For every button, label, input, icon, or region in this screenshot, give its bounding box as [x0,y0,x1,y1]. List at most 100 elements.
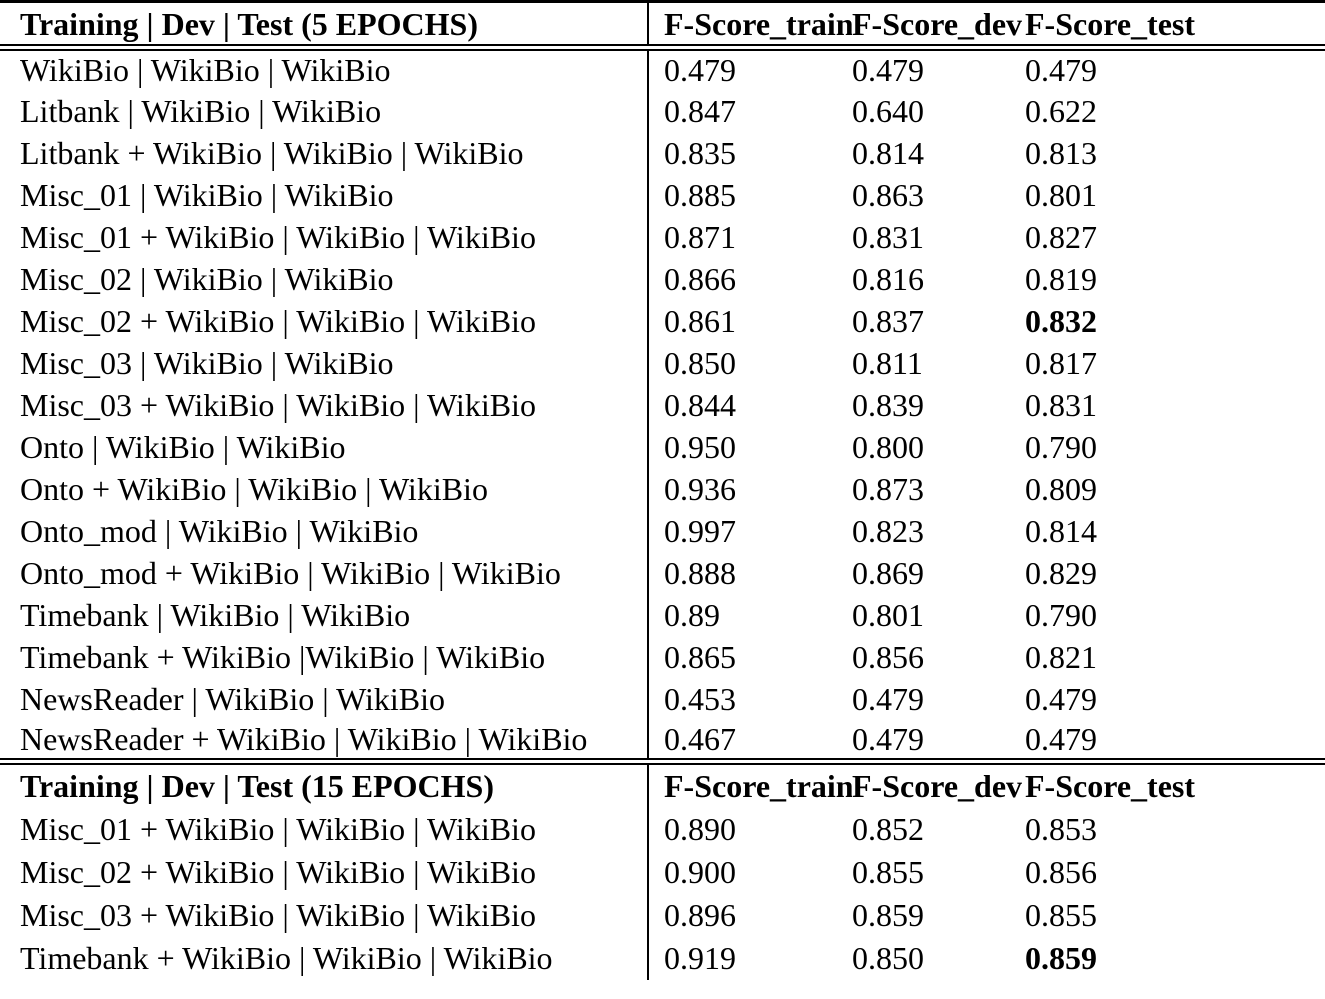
fscore-train-cell: 0.936 [664,470,736,507]
fscore-dev-cell: 0.852 [852,811,924,847]
table-row: Timebank | WikiBio | WikiBio 0.89 0.801 0.7… [0,593,1325,636]
row-label: Timebank + WikiBio |WikiBio | WikiBio [0,635,649,678]
fscore-test-cell: 0.479 [1025,52,1097,89]
table-row: WikiBio | WikiBio | WikiBio 0.479 0.479 0.4… [0,47,1325,90]
table-row: Misc_02 | WikiBio | WikiBio 0.866 0.816 0.8… [0,257,1325,300]
table-row: Litbank | WikiBio | WikiBio 0.847 0.640 0.6… [0,89,1325,132]
table-row: Misc_03 + WikiBio | WikiBio | WikiBio 0.8… [0,383,1325,426]
row-label: WikiBio | WikiBio | WikiBio [0,47,649,90]
fscore-test-cell: 0.790 [1025,596,1097,633]
fscore-train-cell: 0.871 [664,218,736,255]
column-header-dev: F-Score_dev [852,758,1025,808]
fscore-dev-cell: 0.856 [852,638,924,675]
fscore-test-cell: 0.829 [1025,554,1097,591]
fscore-dev-cell: 0.816 [852,260,924,297]
row-label: Onto + WikiBio | WikiBio | WikiBio [0,467,649,510]
fscore-dev-cell: 0.479 [852,720,924,757]
table-row: Misc_01 + WikiBio | WikiBio | WikiBio 0.8… [0,215,1325,258]
table-row: NewsReader + WikiBio | WikiBio | WikiBio… [0,719,1325,762]
fscore-train-cell: 0.888 [664,554,736,591]
row-label: NewsReader + WikiBio | WikiBio | WikiBio [0,719,649,762]
fscore-train-cell: 0.861 [664,302,736,339]
fscore-dev-cell: 0.850 [852,940,924,976]
row-label: Litbank | WikiBio | WikiBio [0,89,649,132]
row-label: Timebank + WikiBio | WikiBio | WikiBio [0,936,649,980]
fscore-dev-cell: 0.811 [852,344,923,381]
fscore-train-cell: 0.453 [664,680,736,717]
row-label: Misc_02 + WikiBio | WikiBio | WikiBio [0,850,649,894]
row-label: Onto_mod + WikiBio | WikiBio | WikiBio [0,551,649,594]
fscore-train-cell: 0.896 [664,897,736,933]
table-row: Misc_01 + WikiBio | WikiBio | WikiBio 0.8… [0,807,1325,851]
row-label: NewsReader | WikiBio | WikiBio [0,677,649,720]
row-label: Litbank + WikiBio | WikiBio | WikiBio [0,131,649,174]
column-header-test: F-Score_test [1025,758,1325,808]
row-label: Misc_01 + WikiBio | WikiBio | WikiBio [0,215,649,258]
fscore-test-cell: 0.817 [1025,344,1097,381]
fscore-train-cell: 0.850 [664,344,736,381]
fscore-test-cell: 0.827 [1025,218,1097,255]
table-row: Onto + WikiBio | WikiBio | WikiBio 0.936 0… [0,467,1325,510]
table-row: Misc_02 + WikiBio | WikiBio | WikiBio 0.9… [0,850,1325,894]
fscore-dev-cell: 0.855 [852,854,924,890]
fscore-test-cell: 0.809 [1025,470,1097,507]
fscore-dev-cell: 0.814 [852,134,924,171]
fscore-train-cell: 0.847 [664,92,736,129]
fscore-test-cell: 0.819 [1025,260,1097,297]
fscore-train-cell: 0.467 [664,720,736,757]
fscore-train-cell: 0.865 [664,638,736,675]
table-row: Onto | WikiBio | WikiBio 0.950 0.800 0.790 [0,425,1325,468]
row-label: Timebank | WikiBio | WikiBio [0,593,649,636]
fscore-train-cell: 0.950 [664,428,736,465]
fscore-dev-cell: 0.859 [852,897,924,933]
fscore-test-cell: 0.853 [1025,811,1097,847]
fscore-dev-cell: 0.837 [852,302,924,339]
row-label: Onto_mod | WikiBio | WikiBio [0,509,649,552]
fscore-train-cell: 0.919 [664,940,736,976]
fscore-test-cell: 0.832 [1025,302,1097,339]
fscore-dev-cell: 0.823 [852,512,924,549]
fscore-dev-cell: 0.863 [852,176,924,213]
fscore-train-cell: 0.479 [664,52,736,89]
fscore-test-cell: 0.814 [1025,512,1097,549]
table-row: NewsReader | WikiBio | WikiBio 0.453 0.479… [0,677,1325,720]
row-label: Misc_02 | WikiBio | WikiBio [0,257,649,300]
fscore-train-cell: 0.885 [664,176,736,213]
fscore-dev-cell: 0.800 [852,428,924,465]
row-label: Misc_03 + WikiBio | WikiBio | WikiBio [0,383,649,426]
fscore-test-cell: 0.831 [1025,386,1097,423]
fscore-test-cell: 0.855 [1025,897,1097,933]
fscore-test-cell: 0.821 [1025,638,1097,675]
table-row: Onto_mod | WikiBio | WikiBio 0.997 0.823 0.… [0,509,1325,552]
fscore-train-cell: 0.844 [664,386,736,423]
fscore-test-cell: 0.479 [1025,680,1097,717]
fscore-dev-cell: 0.831 [852,218,924,255]
table-row: Onto_mod + WikiBio | WikiBio | WikiBio 0.… [0,551,1325,594]
table-row: Litbank + WikiBio | WikiBio | WikiBio 0.8… [0,131,1325,174]
row-label: Misc_03 | WikiBio | WikiBio [0,341,649,384]
section-header-row: Training | Dev | Test (15 EPOCHS) F-Score… [0,758,1325,808]
fscore-train-cell: 0.89 [664,596,720,633]
fscore-test-cell: 0.813 [1025,134,1097,171]
table-row: Timebank + WikiBio | WikiBio | WikiBio 0.… [0,936,1325,980]
section-title: Training | Dev | Test (5 EPOCHS) [0,1,649,51]
fscore-test-cell: 0.859 [1025,940,1097,976]
fscore-dev-cell: 0.801 [852,596,924,633]
table-row: Misc_03 + WikiBio | WikiBio | WikiBio 0.8… [0,893,1325,937]
table-row: Misc_03 | WikiBio | WikiBio 0.850 0.811 0.8… [0,341,1325,384]
column-header-train: F-Score_train [648,758,852,808]
column-header-train: F-Score_train [648,1,852,51]
table-row: Timebank + WikiBio |WikiBio | WikiBio 0.8… [0,635,1325,678]
fscore-dev-cell: 0.479 [852,680,924,717]
table-row: Misc_01 | WikiBio | WikiBio 0.885 0.863 0.8… [0,173,1325,216]
fscore-train-cell: 0.900 [664,854,736,890]
fscore-dev-cell: 0.873 [852,470,924,507]
fscore-dev-cell: 0.839 [852,386,924,423]
fscore-train-cell: 0.835 [664,134,736,171]
row-label: Misc_02 + WikiBio | WikiBio | WikiBio [0,299,649,342]
row-label: Misc_03 + WikiBio | WikiBio | WikiBio [0,893,649,937]
column-header-test: F-Score_test [1025,1,1325,51]
fscore-test-cell: 0.801 [1025,176,1097,213]
section-header-row: Training | Dev | Test (5 EPOCHS) F-Score_… [0,1,1325,51]
